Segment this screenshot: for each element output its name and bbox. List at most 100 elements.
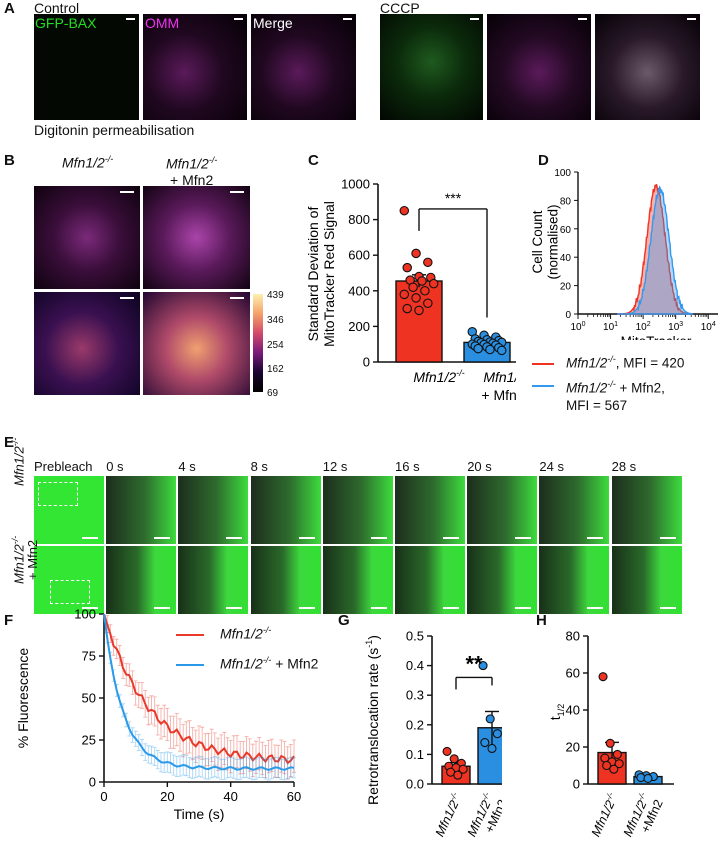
timepoint-label: 8 s [250, 459, 268, 474]
y-tick-label: 1000 [341, 177, 370, 192]
frap-frame [250, 546, 321, 614]
frap-frame [395, 546, 465, 614]
x-tick-label: 102 [636, 321, 651, 333]
scale-bar [82, 607, 98, 609]
panel-c-letter: C [308, 152, 319, 169]
y-tick-label: 0.4 [406, 658, 424, 673]
legend-swatch-red [532, 363, 554, 365]
x-tick-label: + Mfn2 [481, 387, 516, 403]
data-point [458, 764, 468, 774]
panel-g-letter: G [338, 612, 350, 629]
micrograph-cccp-gfp [380, 14, 483, 120]
frap-frame [178, 546, 249, 614]
frap-frame [395, 476, 465, 544]
colorbar-tick: 346 [267, 315, 284, 326]
frap-frame [34, 476, 104, 544]
frap-frame [322, 546, 393, 614]
timepoint-label: 12 s [322, 459, 348, 474]
panel-b-col1-label: Mfn1/2-/- [62, 154, 114, 171]
permeabilisation-caption: Digitonin permeabilisation [34, 122, 195, 138]
data-point [414, 305, 424, 316]
y-tick-label: 0.5 [406, 629, 424, 644]
y-tick-label: 0 [573, 777, 580, 792]
frap-frame [106, 546, 177, 614]
scale-bar [515, 607, 532, 609]
micrograph-control-omm: OMM [143, 14, 247, 120]
micrograph-cccp-omm [487, 14, 591, 120]
y-axis-label: Standard Deviation ofMitoTracker Red Sig… [305, 201, 337, 347]
micrograph-control-gfp: GFP-BAX [34, 14, 139, 120]
panel-e-row2-label: Mfn1/2-/- + Mfn2 [10, 535, 41, 584]
frap-frame [539, 476, 610, 544]
frap-frame [611, 546, 682, 614]
panel-a-letter: A [4, 0, 15, 17]
frap-frame [178, 476, 249, 544]
y-tick-label: 0 [363, 355, 370, 370]
panel-d-letter: D [538, 152, 549, 169]
timepoint-label: 24 s [539, 459, 564, 474]
y-tick-label: 60 [566, 666, 580, 681]
scale-bar [370, 537, 387, 539]
data-point [453, 770, 463, 780]
y-tick-label: 400 [348, 283, 370, 298]
legend-d-1: Mfn1/2-/-, MFI = 420 [566, 354, 685, 371]
micrograph-cccp-merge [595, 14, 700, 120]
x-tick-label: 103 [668, 321, 683, 333]
panel-e-row1-label: Mfn1/2-/- [10, 437, 27, 486]
data-point [420, 286, 430, 296]
data-point [423, 257, 433, 268]
scale-bar [230, 191, 244, 193]
y-tick-label: 100 [554, 168, 571, 179]
timepoint-label: 20 s [467, 459, 492, 474]
data-point [417, 276, 427, 286]
legend-d-2: Mfn1/2-/- + Mfn2, MFI = 567 [566, 379, 665, 413]
chart-d: Cell Count(normalised) 0 20 40 60 80 100 100 101… [530, 168, 718, 340]
scale-bar [230, 297, 244, 299]
colorbar-tick: 439 [267, 290, 284, 301]
data-point [428, 278, 439, 289]
x-tick-label: Mfn1/2-/-+Mfn2 [620, 791, 666, 845]
scale-bar [443, 607, 459, 609]
y-tick-label: 600 [348, 248, 370, 263]
legend-swatch-red [176, 634, 204, 636]
significance-marker: ** [465, 651, 483, 676]
x-tick-label: Mfn1/2-/-+Mfn2 [464, 791, 502, 845]
scale-bar [370, 607, 387, 609]
frap-frame [106, 476, 177, 544]
y-tick-label: 800 [348, 212, 370, 227]
data-point [492, 729, 502, 739]
frap-frame [611, 476, 682, 544]
colorbar [253, 294, 263, 392]
y-tick-label: 20 [560, 282, 572, 293]
data-point [411, 293, 421, 303]
scale-bar [234, 18, 243, 20]
y-tick-label: 50 [82, 691, 96, 706]
data-point [485, 344, 495, 355]
panel-f-letter: F [4, 612, 14, 629]
data-point [402, 262, 412, 273]
x-tick-label: 40 [223, 789, 237, 804]
x-axis-label: MitoTracker [621, 334, 692, 340]
y-tick-label: 20 [566, 740, 580, 755]
x-tick-label: 0 [100, 789, 107, 804]
data-point [496, 345, 507, 356]
gfp-bax-channel-label: GFP-BAX [35, 15, 97, 31]
y-tick-label: 0.3 [406, 688, 424, 703]
y-tick-label: 80 [566, 629, 580, 644]
panel-h-letter: H [536, 612, 547, 629]
x-tick-label: Mfn1/2-/- [413, 368, 464, 385]
scale-bar [82, 537, 98, 539]
colorbar-tick: 69 [267, 388, 279, 399]
frap-frame [250, 476, 321, 544]
x-tick-label: Mfn1/2-/- [588, 791, 621, 839]
y-tick-label: 0.1 [406, 747, 424, 762]
chart-c: 0 200 400 600 800 1000 Standard Deviation ofMi… [305, 177, 516, 403]
scale-bar [226, 537, 243, 539]
timepoint-label: 28 s [611, 459, 637, 474]
data-point [605, 738, 615, 748]
data-point [408, 282, 418, 292]
data-point [643, 773, 653, 783]
y-tick-label: 40 [560, 253, 572, 264]
timepoint-label: 16 s [395, 459, 420, 474]
frap-frame [467, 476, 538, 544]
